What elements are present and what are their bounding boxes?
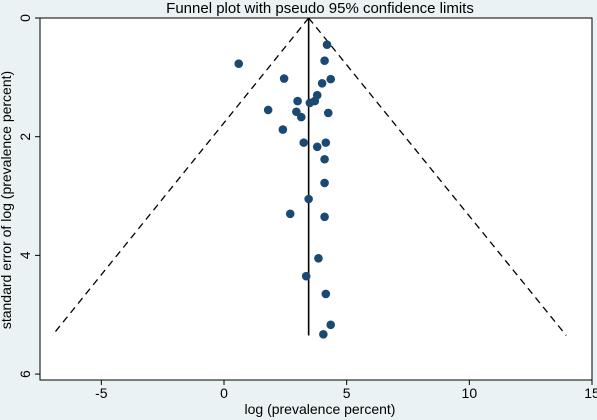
data-point [310,96,320,106]
data-point [321,138,331,147]
upper-confidence-limit-line [308,17,567,336]
data-point [320,178,329,188]
data-point [312,142,322,152]
x-tick-label: 15 [584,385,597,401]
data-points [234,40,336,339]
data-point [322,40,332,50]
data-point [234,59,244,68]
data-point [279,74,289,83]
x-tick-label: 0 [220,385,228,401]
data-point [319,330,328,339]
data-point [317,78,327,88]
funnel-lines [51,17,567,336]
data-point [263,105,273,115]
data-point [296,112,306,122]
y-tick-label: 0 [17,14,33,22]
data-point [326,320,336,330]
y-axis-label: standard error of log (prevalence percen… [0,71,14,329]
x-axis-label: log (prevalence percent) [245,401,396,417]
y-tick-label: 4 [17,251,33,259]
data-point [320,56,329,66]
data-point [321,289,331,299]
data-point [285,209,295,219]
lower-confidence-limit-line [51,17,310,336]
data-point [320,212,329,222]
plot-area [39,17,593,381]
x-tick-label: 5 [343,385,351,401]
data-point [326,74,336,84]
data-point [278,125,288,134]
data-point [301,271,311,281]
data-point [320,154,329,164]
data-point [304,194,313,204]
data-point [314,254,323,263]
x-tick-label: -5 [95,385,108,401]
data-point [293,96,302,106]
y-tick-label: 2 [17,133,33,141]
axis-ticks: -5 0 5 10 15 0 2 4 6 [17,14,597,401]
data-point [299,138,309,147]
y-tick-label: 6 [17,370,33,378]
data-point [323,108,333,118]
x-tick-label: 10 [462,385,478,401]
chart-title: Funnel plot with pseudo 95% confidence l… [166,0,474,17]
